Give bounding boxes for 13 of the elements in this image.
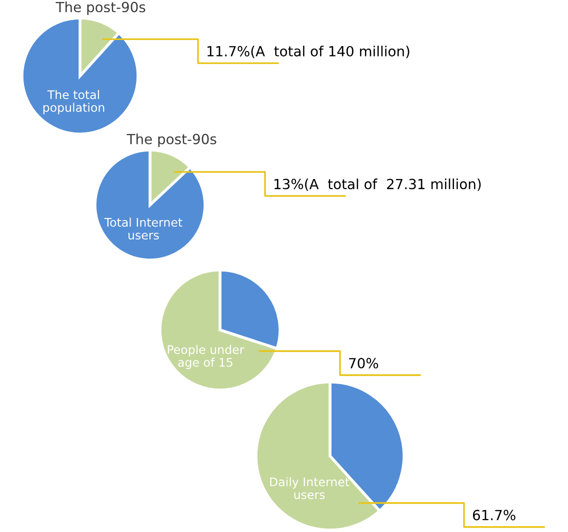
- data-label: 70%: [349, 358, 378, 368]
- slice-label: Total Internet users: [104, 218, 182, 240]
- slice-label: The post-90s: [56, 2, 146, 15]
- pie-slice: [158, 268, 278, 392]
- data-label: 61.7%: [472, 510, 516, 520]
- slice-label: The post-90s: [126, 134, 216, 147]
- slice-label: The total population: [43, 90, 104, 114]
- pie-slice: [94, 148, 206, 262]
- data-label: 13%(A total of 27.31 million): [274, 178, 481, 191]
- slice-label: People under age of 15: [168, 344, 244, 370]
- slice-label: Daily Internet users: [270, 477, 350, 500]
- pie-slice: [20, 16, 140, 136]
- data-label: 11.7%(A total of 140 million): [208, 46, 410, 58]
